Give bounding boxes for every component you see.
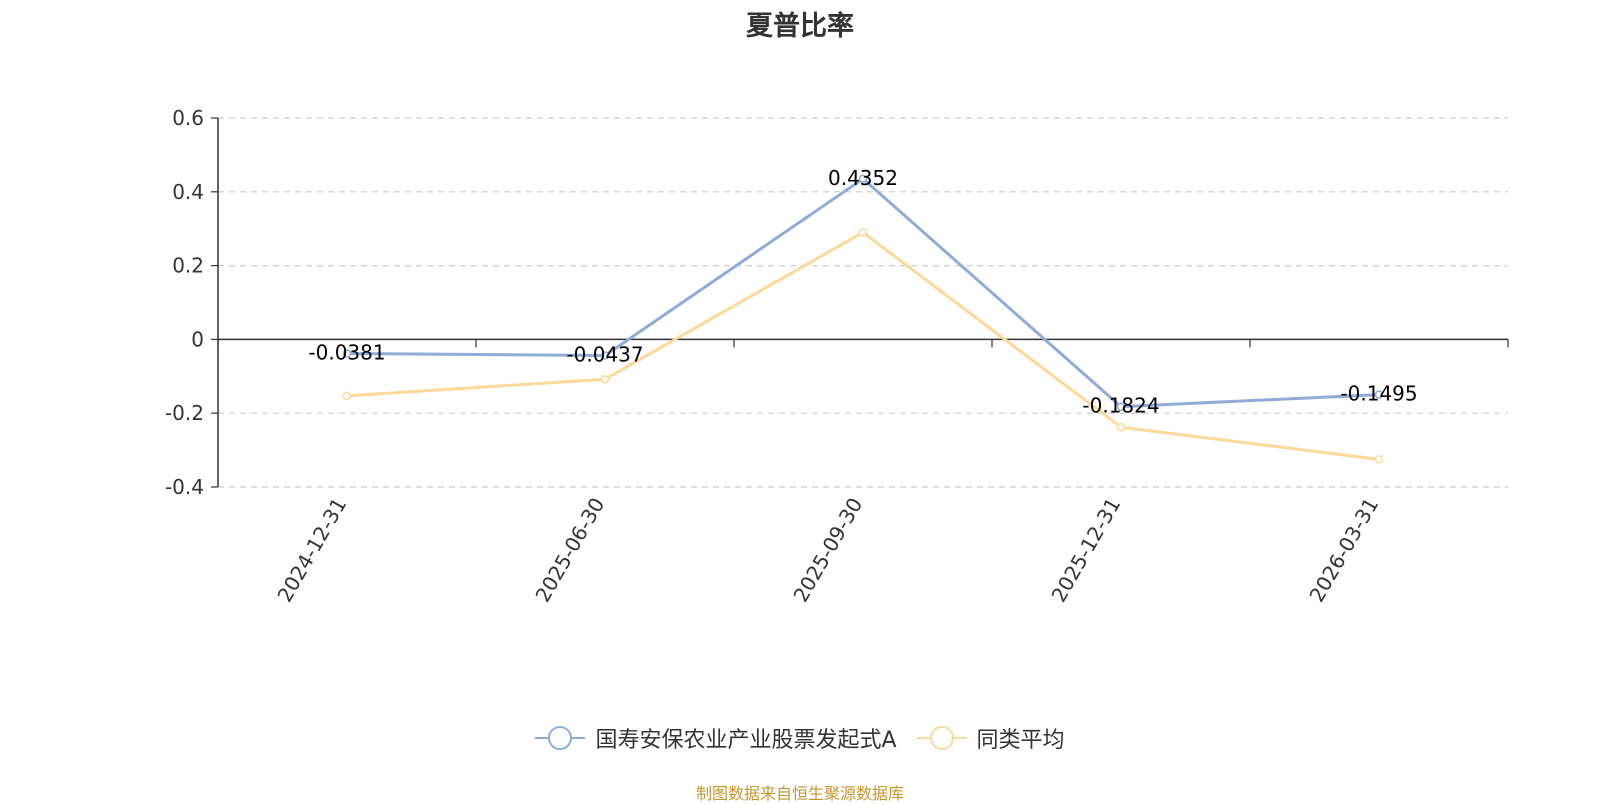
y-tick-label: 0.2	[172, 254, 204, 278]
series-line-1	[346, 230, 1380, 461]
source-note: 制图数据来自恒生聚源数据库	[695, 784, 904, 803]
legend-marker-fund	[535, 725, 586, 751]
data-label: -0.0437	[566, 343, 643, 367]
series-point-0	[1374, 390, 1384, 399]
series-point-1	[1116, 422, 1126, 432]
chart-legend: 国寿安保农业产业股票发起式A 同类平均	[0, 722, 1600, 754]
data-label: -0.1824	[1082, 394, 1159, 418]
legend-label-fund: 国寿安保农业产业股票发起式A	[595, 728, 897, 753]
series-point-0	[858, 174, 868, 184]
x-tick-label: 2025-09-30	[788, 494, 867, 607]
x-tick-label: 2024-12-31	[272, 494, 351, 607]
y-tick-label: 0.6	[172, 106, 204, 130]
data-label: 0.4352	[828, 166, 898, 190]
legend-item-fund[interactable]: 国寿安保农业产业股票发起式A	[535, 722, 897, 754]
y-tick-label: 0.4	[172, 180, 204, 204]
x-tick-label: 2025-06-30	[530, 494, 609, 607]
series-point-1	[858, 228, 868, 237]
y-tick-label: -0.4	[165, 475, 204, 499]
series-point-1	[1374, 455, 1384, 464]
legend-item-average[interactable]: 同类平均	[916, 722, 1065, 754]
data-label: -0.1495	[1340, 382, 1417, 406]
y-tick-label: 0	[191, 327, 204, 351]
data-label: -0.0381	[308, 340, 385, 364]
series-point-1	[342, 391, 352, 401]
series-point-1	[600, 375, 610, 384]
x-tick-label: 2026-03-31	[1304, 494, 1383, 607]
legend-label-average: 同类平均	[976, 728, 1065, 753]
y-tick-label: -0.2	[165, 401, 204, 425]
legend-marker-average	[916, 725, 967, 751]
x-tick-label: 2025-12-31	[1046, 494, 1125, 607]
chart-title: 夏普比率	[746, 11, 854, 42]
series-point-0	[342, 349, 352, 358]
series-line-0	[346, 177, 1380, 409]
series-point-0	[600, 351, 610, 360]
series-point-0	[1116, 402, 1126, 411]
